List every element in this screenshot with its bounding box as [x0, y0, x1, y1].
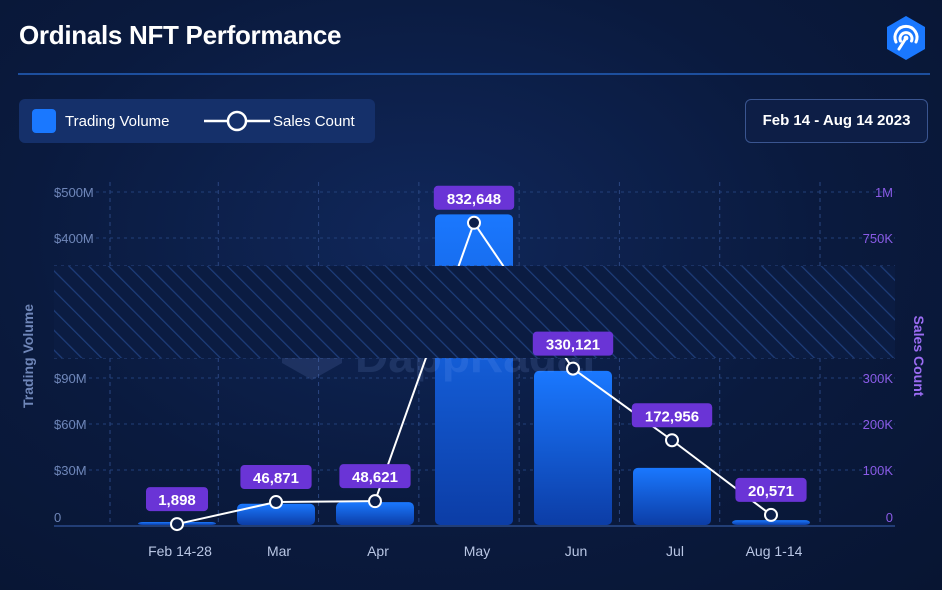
sales-point	[764, 507, 778, 522]
y-axis-title: Trading Volume	[20, 304, 36, 408]
sales-point	[566, 361, 580, 376]
volume-bar	[732, 520, 810, 525]
legend-trading-volume: Trading Volume	[65, 113, 170, 130]
sales-value-badge	[146, 487, 208, 512]
y-tick-label: 0	[54, 510, 61, 525]
sales-value-label: 48,621	[352, 469, 398, 486]
x-tick-label: Jul	[666, 543, 684, 559]
sales-line-segment	[671, 439, 772, 516]
y2-tick-label: 100K	[863, 463, 894, 478]
trading-volume-swatch	[32, 109, 56, 133]
chart-legend: Trading Volume Sales Count	[19, 99, 375, 143]
sales-line-segment	[572, 367, 673, 442]
y-tick-label: $30M	[54, 463, 87, 478]
volume-bar	[237, 503, 315, 525]
sales-value-label: 330,121	[546, 337, 600, 354]
y2-tick-label: 300K	[863, 371, 894, 386]
sales-point	[665, 433, 679, 448]
y2-tick-label: 1M	[875, 185, 893, 200]
volume-bar	[633, 467, 711, 525]
y-tick-label: $90M	[54, 371, 87, 386]
y2-axis-title: Sales Count	[911, 316, 927, 397]
sales-point	[368, 494, 382, 509]
sales-point	[170, 517, 184, 532]
sales-value-label: 172,956	[645, 408, 699, 425]
y2-tick-label: 750K	[863, 231, 894, 246]
legend-sales-count: Sales Count	[273, 113, 355, 130]
x-tick-label: Feb 14-28	[148, 543, 212, 559]
volume-bar	[336, 502, 414, 525]
sales-value-label: 832,648	[447, 191, 501, 208]
sales-line-segment	[176, 501, 277, 526]
page-title: Ordinals NFT Performance	[19, 20, 342, 50]
sales-point	[467, 215, 481, 230]
sales-value-badge	[433, 185, 515, 210]
y-tick-label: $400M	[54, 231, 94, 246]
y-tick-label: $500M	[54, 185, 94, 200]
date-range-selector[interactable]: Feb 14 - Aug 14 2023	[745, 99, 928, 143]
sales-value-badge	[339, 464, 411, 489]
x-tick-label: Apr	[367, 543, 389, 559]
header-divider	[18, 73, 930, 75]
y2-tick-label: 0	[886, 510, 893, 525]
x-tick-label: Mar	[267, 543, 291, 559]
sales-value-badge	[532, 331, 614, 356]
sales-line-segment	[275, 500, 376, 504]
sales-value-badge	[240, 465, 312, 490]
x-tick-label: May	[464, 543, 490, 559]
dappradar-logo-icon	[887, 16, 925, 60]
y2-tick-label: 200K	[863, 417, 894, 432]
x-tick-label: Aug 1-14	[746, 543, 803, 559]
sales-count-line-icon	[204, 110, 270, 132]
sales-value-badge	[631, 403, 713, 428]
sales-value-label: 1,898	[158, 492, 196, 509]
sales-value-badge	[735, 477, 807, 502]
sales-value-label: 20,571	[748, 483, 794, 500]
x-tick-label: Jun	[565, 543, 588, 559]
volume-bar	[534, 370, 612, 525]
sales-point	[269, 495, 283, 510]
y-tick-label: $60M	[54, 417, 87, 432]
axis-break-cover	[54, 266, 895, 358]
sales-value-label: 46,871	[253, 470, 299, 487]
